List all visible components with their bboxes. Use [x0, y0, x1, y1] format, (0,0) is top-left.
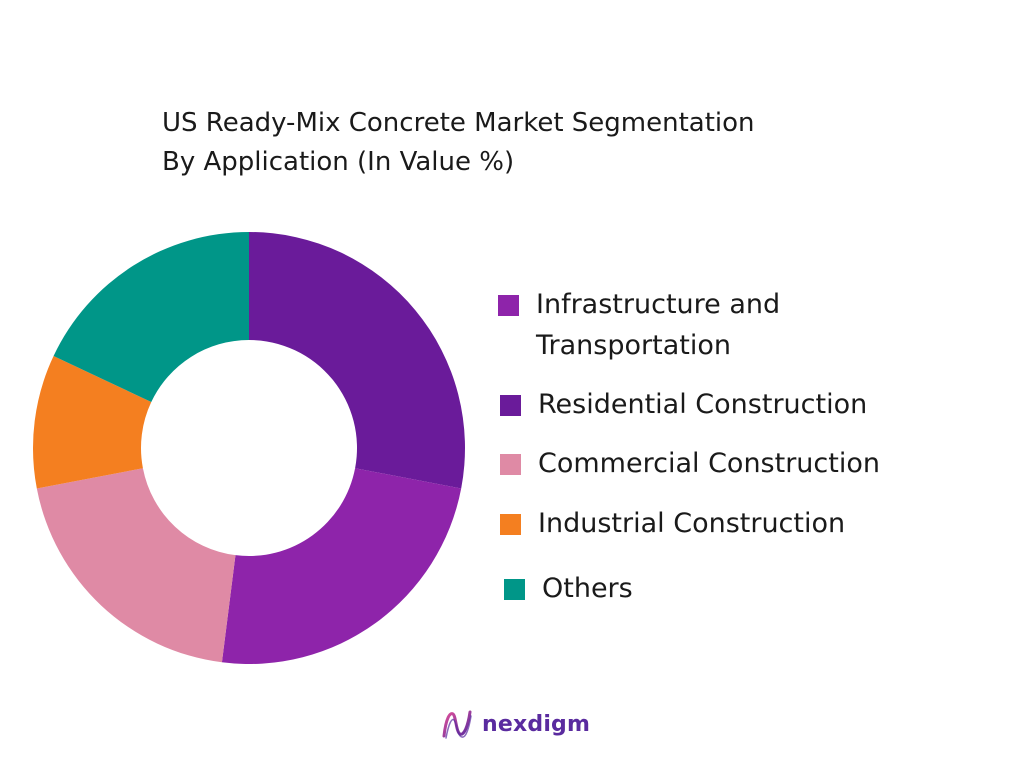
legend-item-residential: Residential Construction [500, 384, 867, 425]
donut-slice-others [53, 232, 249, 403]
legend-swatch-commercial [500, 454, 521, 475]
chart-title-line-1: US Ready-Mix Concrete Market Segmentatio… [162, 108, 755, 138]
nexdigm-logo-text: nexdigm [482, 711, 591, 737]
legend-label-commercial: Commercial Construction [538, 448, 880, 479]
legend-label-others: Others [542, 573, 633, 604]
legend-item-industrial: Industrial Construction [500, 503, 845, 544]
legend-swatch-residential [500, 395, 521, 416]
chart-title-line-2: By Application (In Value %) [162, 147, 515, 177]
legend-label-industrial: Industrial Construction [538, 508, 846, 539]
donut-slice-commercial [36, 468, 236, 663]
donut-slice-residential [249, 232, 465, 489]
chart-title: US Ready-Mix Concrete Market Segmentatio… [162, 104, 755, 182]
legend-swatch-industrial [500, 514, 521, 535]
legend-swatch-infrastructure [498, 295, 519, 316]
donut-slice-infrastructure [221, 468, 462, 664]
legend-label-infrastructure: Infrastructure and Transportation [536, 289, 781, 361]
legend-label-residential: Residential Construction [538, 389, 868, 420]
legend-item-others: Others [504, 568, 633, 609]
legend-item-infrastructure: Infrastructure and Transportation [498, 284, 780, 366]
nexdigm-logo-icon [442, 710, 472, 739]
nexdigm-logo: nexdigm [440, 706, 590, 742]
legend-swatch-others [504, 579, 525, 600]
donut-chart [33, 232, 465, 664]
donut-slice-industrial [33, 356, 152, 489]
legend-item-commercial: Commercial Construction [500, 443, 880, 484]
